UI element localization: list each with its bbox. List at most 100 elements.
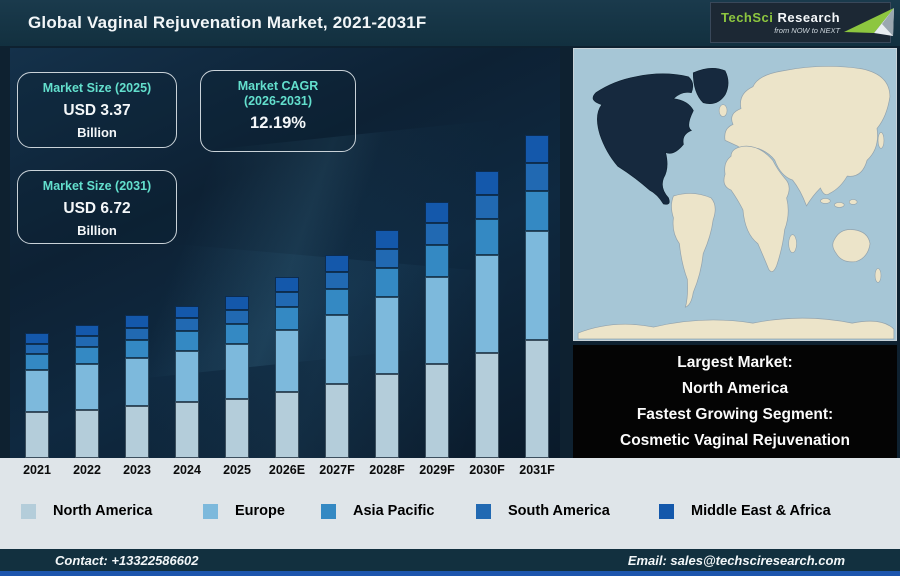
bar-segment-north-america: [275, 391, 299, 458]
page-title: Global Vaginal Rejuvenation Market, 2021…: [28, 13, 427, 32]
map-madagascar: [788, 234, 797, 253]
map-indonesia: [848, 199, 858, 205]
map-antarctica: [577, 317, 895, 340]
info-box-market-size-2025: Market Size (2025) USD 3.37 Billion: [17, 72, 177, 148]
info-box-market-size-2031: Market Size (2031) USD 6.72 Billion: [17, 170, 177, 244]
logo-text: TechSci Research from NOW to NEXT: [721, 10, 840, 35]
info-box-title: Market CAGR: [237, 79, 319, 93]
bar-segment-europe: [125, 357, 149, 407]
bar-segment-asia-pacific: [475, 218, 499, 255]
bar-segment-asia-pacific: [325, 289, 349, 315]
info-box-unit: Billion: [77, 125, 117, 140]
legend-label: North America: [53, 503, 153, 519]
bar-segment-south-america: [425, 223, 449, 245]
stacked-bar-2031F: [525, 135, 549, 458]
bar-segment-south-america: [275, 291, 299, 308]
x-axis-label-2029F: 2029F: [419, 463, 455, 477]
legend-item-south-america: South America: [476, 503, 610, 519]
bottom-accent-bar: [0, 571, 900, 576]
logo-brand-primary: TechSci: [721, 10, 774, 25]
legend-swatch: [203, 503, 218, 519]
bar-segment-middle-east-africa: [125, 315, 149, 328]
bar-segment-north-america: [425, 364, 449, 458]
bar-segment-middle-east-africa: [175, 305, 199, 319]
bar-segment-asia-pacific: [275, 307, 299, 330]
footer-bar: Contact: +13322586602 Email: sales@techs…: [0, 549, 900, 571]
bar-segment-south-america: [525, 163, 549, 191]
bar-segment-middle-east-africa: [475, 170, 499, 195]
techsci-logo: TechSci Research from NOW to NEXT: [710, 2, 895, 43]
stacked-bar-2024: [175, 305, 199, 458]
bar-segment-north-america: [325, 383, 349, 458]
bar-segment-europe: [175, 350, 199, 403]
logo-brand-secondary: Research: [777, 10, 841, 25]
stacked-bar-2030F: [475, 170, 499, 458]
header-bar: Global Vaginal Rejuvenation Market, 2021…: [0, 0, 900, 46]
legend-item-europe: Europe: [203, 503, 285, 519]
bar-segment-north-america: [125, 406, 149, 458]
bar-segment-europe: [275, 329, 299, 392]
stacked-bar-2028F: [375, 229, 399, 458]
logo-brand-name: TechSci Research: [721, 10, 840, 25]
map-australia: [832, 229, 871, 263]
bar-segment-north-america: [175, 402, 199, 458]
bar-segment-asia-pacific: [75, 347, 99, 364]
info-box-value: USD 6.72: [63, 200, 131, 217]
bar-segment-north-america: [75, 409, 99, 458]
legend-item-middle-east-africa: Middle East & Africa: [659, 503, 831, 519]
map-eurasia: [724, 65, 891, 207]
world-map-svg: [574, 49, 896, 340]
stacked-bar-2025: [225, 296, 249, 458]
bar-segment-south-america: [125, 327, 149, 340]
info-box-value: USD 3.37: [63, 102, 131, 119]
legend-label: South America: [508, 503, 610, 519]
callout-box: Largest Market: North America Fastest Gr…: [573, 345, 897, 458]
callout-line: Largest Market:: [677, 354, 793, 371]
callout-line: North America: [681, 380, 789, 397]
contact-text: Contact: +13322586602: [55, 552, 199, 568]
bar-segment-europe: [475, 254, 499, 353]
map-greenland-highlight: [692, 67, 729, 104]
bar-segment-north-america: [375, 374, 399, 458]
bar-segment-europe: [75, 363, 99, 410]
map-uk: [718, 104, 728, 117]
x-axis-label-2030F: 2030F: [469, 463, 505, 477]
info-box-title: Market Size (2025): [42, 81, 152, 95]
bar-segment-europe: [25, 370, 49, 413]
legend-label: Middle East & Africa: [691, 503, 831, 519]
bar-segment-asia-pacific: [125, 339, 149, 358]
bar-segment-asia-pacific: [375, 267, 399, 297]
x-axis-label-2031F: 2031F: [519, 463, 555, 477]
map-north-america-highlight: [592, 73, 694, 205]
bar-segment-south-america: [175, 318, 199, 332]
bar-segment-south-america: [375, 248, 399, 268]
stacked-bar-2022: [75, 324, 99, 458]
bar-segment-middle-east-africa: [425, 201, 449, 224]
info-box-market-cagr: Market CAGR (2026-2031) 12.19%: [200, 70, 356, 152]
bar-segment-middle-east-africa: [225, 296, 249, 310]
legend-item-north-america: North America: [21, 503, 152, 519]
map-africa: [723, 145, 790, 273]
bar-segment-north-america: [25, 412, 49, 458]
bar-segment-europe: [325, 314, 349, 384]
stacked-bar-2029F: [425, 201, 449, 458]
arrow-icon: [844, 7, 895, 36]
x-axis-label-2022: 2022: [73, 463, 101, 477]
bar-segment-south-america: [25, 343, 49, 355]
info-box-subtitle: (2026-2031): [243, 94, 313, 108]
bar-segment-europe: [425, 277, 449, 365]
world-map: [573, 48, 897, 341]
map-indonesia: [834, 202, 845, 208]
stacked-bar-2023: [125, 315, 149, 458]
bar-segment-middle-east-africa: [375, 229, 399, 249]
bar-segment-middle-east-africa: [525, 135, 549, 164]
info-box-unit: Billion: [77, 223, 117, 238]
bar-segment-middle-east-africa: [275, 276, 299, 292]
x-axis-label-2025: 2025: [223, 463, 251, 477]
bar-segment-south-america: [225, 309, 249, 324]
bar-segment-south-america: [325, 271, 349, 290]
x-axis-label-2024: 2024: [173, 463, 201, 477]
legend-label: Europe: [235, 503, 285, 519]
legend-swatch: [321, 503, 336, 519]
